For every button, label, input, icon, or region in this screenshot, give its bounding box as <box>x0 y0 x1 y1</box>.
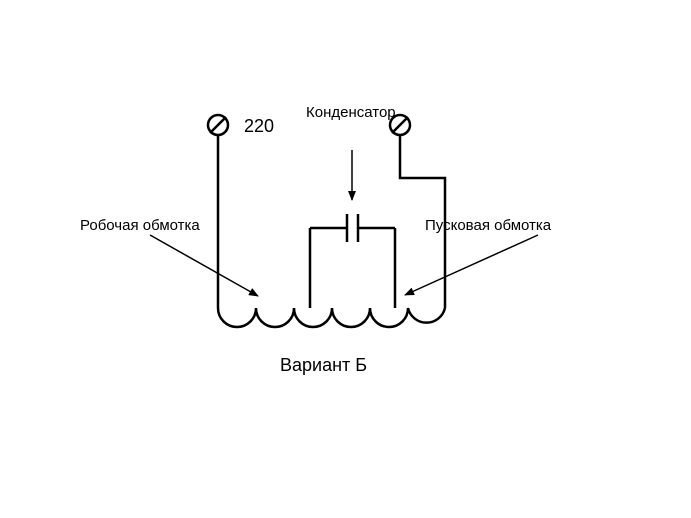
schematic-container: 220 Конденсатор Робочая обмотка Пусковая… <box>0 0 691 518</box>
schematic-svg <box>0 0 691 518</box>
voltage-label: 220 <box>244 116 274 137</box>
starting-winding-label: Пусковая обмотка <box>425 217 551 234</box>
capacitor-label: Конденсатор <box>306 104 396 121</box>
coil-winding <box>218 308 445 327</box>
terminal-left <box>208 115 228 135</box>
diagram-title: Вариант Б <box>280 355 367 376</box>
working-winding-label: Робочая обмотка <box>80 217 200 234</box>
arrow-working-winding <box>150 235 258 296</box>
arrow-starting-winding <box>405 235 538 295</box>
